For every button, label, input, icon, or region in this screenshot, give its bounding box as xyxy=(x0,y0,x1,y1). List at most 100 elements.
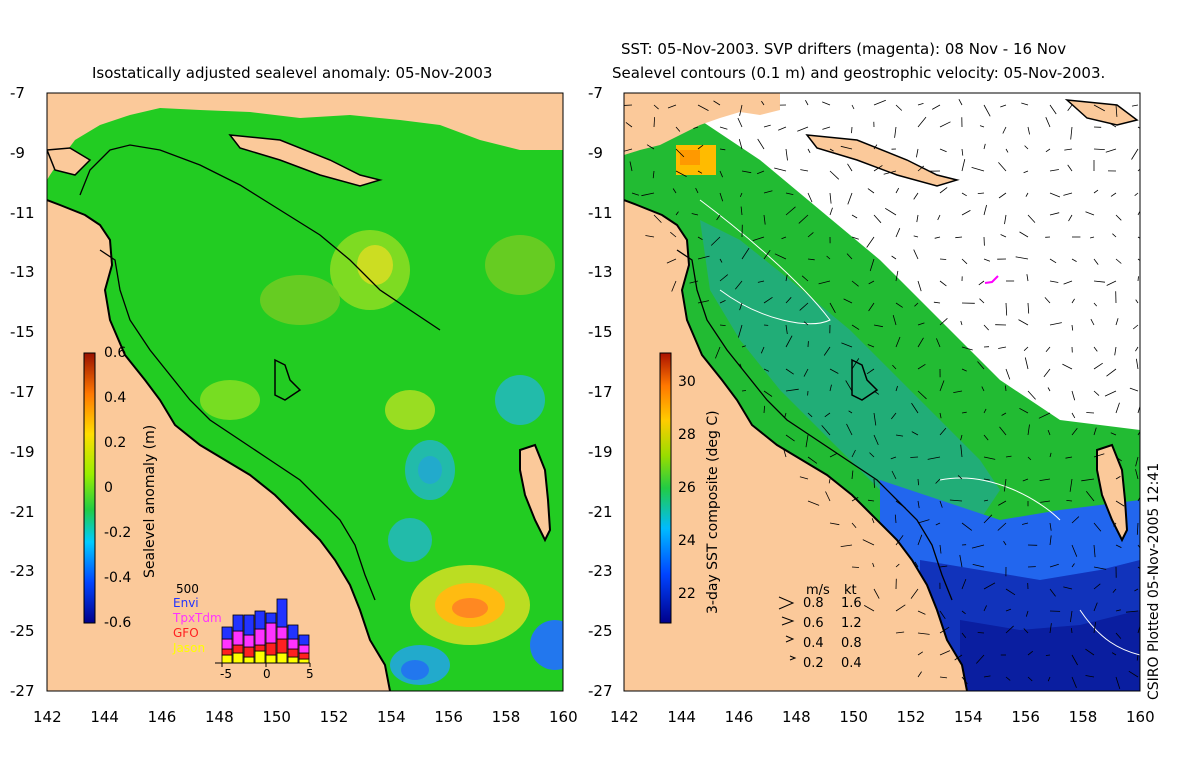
velocity-arrow xyxy=(895,228,901,238)
velocity-arrow xyxy=(1045,148,1051,153)
velocity-arrow xyxy=(843,298,853,304)
velocity-arrow xyxy=(1136,522,1139,535)
velocity-arrow xyxy=(932,104,941,110)
sealevel-colorbar xyxy=(83,352,96,624)
velocity-arrow xyxy=(913,192,919,200)
velocity-arrow xyxy=(1085,648,1095,656)
velocity-arrow xyxy=(1136,654,1139,661)
velocity-arrow xyxy=(851,470,854,480)
velocity-legend-ms: 0.6 xyxy=(803,616,824,631)
velocity-arrow xyxy=(739,192,743,198)
velocity-arrow xyxy=(828,478,831,484)
velocity-arrow xyxy=(1019,407,1029,414)
velocity-arrow xyxy=(883,170,897,175)
velocity-arrow xyxy=(829,453,837,458)
velocity-arrow xyxy=(670,231,677,238)
velocity-arrow xyxy=(807,412,813,418)
velocity-arrow xyxy=(983,143,986,150)
velocity-arrow xyxy=(939,412,942,419)
y-tick-label: -9 xyxy=(10,143,25,162)
velocity-arrow xyxy=(1093,362,1103,370)
velocity-arrow xyxy=(873,390,880,395)
velocity-arrow xyxy=(869,452,875,458)
velocity-arrow xyxy=(1068,214,1073,222)
velocity-arrow xyxy=(1005,385,1007,392)
velocity-arrow xyxy=(873,144,878,150)
velocity-arrow xyxy=(693,126,699,129)
velocity-arrow xyxy=(1112,233,1117,238)
velocity-arrow xyxy=(977,632,985,634)
velocity-arrow xyxy=(977,192,985,194)
y-tick-label: -21 xyxy=(588,502,613,521)
velocity-arrow xyxy=(1104,390,1117,397)
velocity-arrow xyxy=(785,148,788,161)
velocity-arrow xyxy=(939,148,947,153)
velocity-arrow xyxy=(697,255,710,260)
velocity-arrow xyxy=(1070,610,1073,623)
velocity-arrow xyxy=(738,324,743,338)
velocity-arrow xyxy=(840,145,853,150)
sealevel-colorbar-tick: -0.4 xyxy=(104,570,132,586)
velocity-arrow xyxy=(847,192,853,205)
velocity-arrow xyxy=(653,104,659,110)
sealevel-map xyxy=(47,93,563,691)
velocity-arrow xyxy=(983,434,989,441)
velocity-arrow xyxy=(800,169,809,172)
velocity-arrow xyxy=(864,605,875,612)
x-tick-label: 152 xyxy=(896,708,926,726)
velocity-arrow xyxy=(1000,104,1007,108)
x-tick-label: 152 xyxy=(319,708,349,726)
velocity-arrow xyxy=(1049,322,1062,326)
velocity-arrow xyxy=(935,522,941,526)
velocity-arrow xyxy=(937,214,941,221)
velocity-arrow xyxy=(910,456,919,458)
velocity-arrow xyxy=(1115,609,1121,612)
x-tick-label: 156 xyxy=(434,708,463,726)
velocity-arrow xyxy=(895,500,906,509)
histogram-bar xyxy=(298,658,310,664)
velocity-arrow xyxy=(917,165,925,172)
velocity-arrow xyxy=(1110,432,1117,436)
velocity-arrow xyxy=(983,478,990,481)
velocity-arrow xyxy=(1137,496,1140,502)
velocity-arrow xyxy=(1071,544,1078,557)
velocity-arrow xyxy=(1135,469,1139,480)
velocity-arrow xyxy=(1049,212,1060,216)
velocity-arrow xyxy=(829,368,839,374)
velocity-arrow xyxy=(829,192,832,204)
velocity-arrow xyxy=(1000,234,1007,238)
velocity-arrow xyxy=(829,384,832,392)
sealevel-colorbar-tick: -0.6 xyxy=(104,615,132,631)
velocity-arrow xyxy=(763,214,766,225)
velocity-arrow xyxy=(873,165,883,172)
histogram-legend-envi: Envi xyxy=(173,596,199,610)
velocity-arrow xyxy=(785,434,795,442)
velocity-arrow xyxy=(1135,299,1139,304)
velocity-arrow xyxy=(1049,258,1057,264)
velocity-arrow xyxy=(1071,563,1075,568)
velocity-arrow xyxy=(1027,456,1032,461)
histogram-bar xyxy=(298,644,310,654)
velocity-arrow xyxy=(895,187,900,194)
velocity-arrow xyxy=(1137,236,1140,239)
velocity-arrow xyxy=(1040,500,1051,503)
velocity-arrow xyxy=(971,544,985,549)
y-tick-label: -23 xyxy=(10,562,35,581)
velocity-arrow xyxy=(1027,676,1033,682)
x-tick-label: 142 xyxy=(610,708,639,726)
velocity-arrow xyxy=(1085,211,1095,216)
velocity-arrow xyxy=(805,434,809,448)
velocity-arrow xyxy=(785,274,788,282)
velocity-arrow xyxy=(1106,368,1117,377)
velocity-arrow xyxy=(1093,346,1098,352)
velocity-arrow xyxy=(1112,588,1117,593)
velocity-arrow xyxy=(914,302,919,307)
velocity-arrow xyxy=(873,214,882,224)
x-tick-label: 146 xyxy=(724,708,754,726)
velocity-arrow xyxy=(1049,522,1052,531)
velocity-arrow xyxy=(1027,650,1034,656)
velocity-arrow xyxy=(1110,192,1117,197)
velocity-arrow xyxy=(1039,478,1051,481)
velocity-arrow xyxy=(983,605,987,612)
velocity-arrow xyxy=(1135,346,1139,352)
